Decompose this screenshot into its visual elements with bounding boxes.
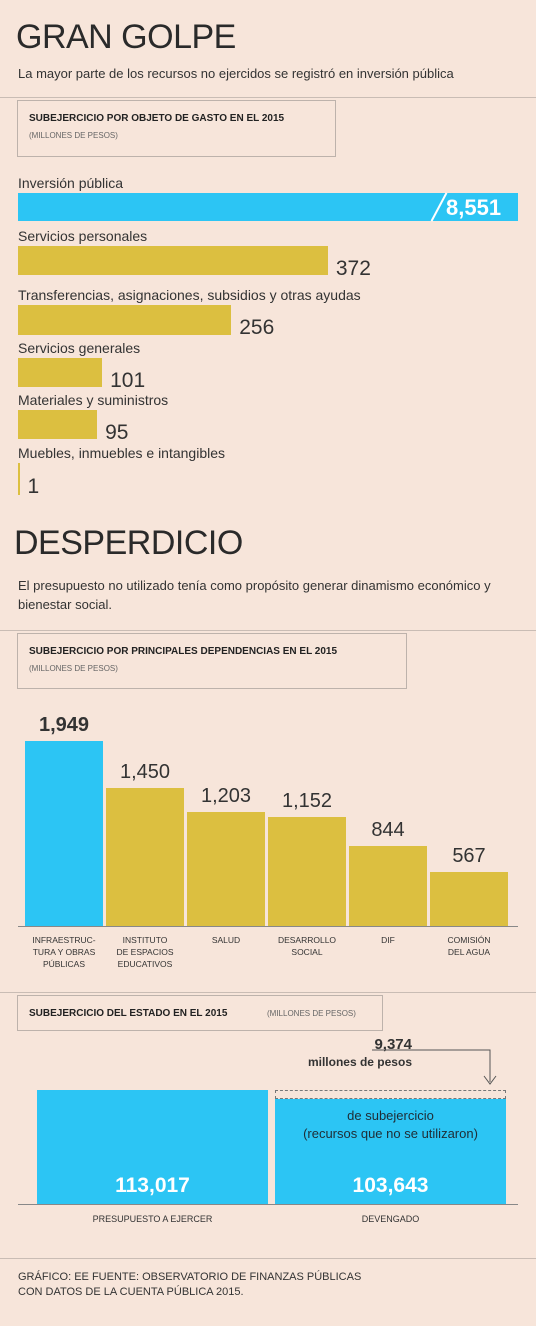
bar bbox=[18, 358, 103, 387]
bar bbox=[187, 811, 265, 926]
chart-title: SUBEJERCICIO DEL ESTADO EN EL 2015 bbox=[29, 1008, 228, 1019]
category-label: INFRAESTRUC- TURA Y OBRAS PÚBLICAS bbox=[32, 935, 96, 969]
difference-box bbox=[275, 1090, 506, 1100]
subtitle: El presupuesto no utilizado tenía como p… bbox=[18, 578, 491, 612]
separator bbox=[0, 97, 536, 98]
category-label: DESARROLLO SOCIAL bbox=[277, 935, 337, 957]
category-label: COMISIÓN DEL AGUA bbox=[447, 935, 491, 957]
value-label: 101 bbox=[110, 368, 146, 392]
chart-header-box bbox=[17, 995, 383, 1031]
bar bbox=[275, 1099, 506, 1204]
category-label: Inversión pública bbox=[18, 175, 124, 191]
value-label: 95 bbox=[105, 420, 129, 444]
category-label: Servicios generales bbox=[18, 340, 141, 356]
bar bbox=[106, 788, 184, 926]
bar bbox=[18, 246, 328, 275]
bar bbox=[430, 872, 508, 926]
bar bbox=[18, 305, 232, 335]
chart-subtitle: (MILLONES DE PESOS) bbox=[29, 131, 118, 140]
difference-label: 9,374 bbox=[374, 1036, 412, 1053]
chart-subtitle: (MILLONES DE PESOS) bbox=[29, 664, 118, 673]
value-label: 103,643 bbox=[352, 1174, 429, 1197]
category-label: DEVENGADO bbox=[361, 1214, 420, 1224]
chart-title: SUBEJERCICIO POR OBJETO DE GASTO EN EL 2… bbox=[29, 113, 285, 124]
value-label: 1,203 bbox=[200, 784, 252, 807]
value-label: 1 bbox=[27, 475, 40, 498]
category-label: PRESUPUESTO A EJERCER bbox=[92, 1214, 213, 1224]
subtitle: La mayor parte de los recursos no ejerci… bbox=[18, 66, 454, 81]
category-label: Servicios personales bbox=[18, 228, 148, 244]
category-label: DIF bbox=[381, 935, 395, 945]
chart-header-box bbox=[17, 633, 407, 689]
note: de subejercicio (recursos que no se util… bbox=[303, 1108, 478, 1142]
chart-title: SUBEJERCICIO POR PRINCIPALES DEPENDENCIA… bbox=[29, 646, 338, 657]
title: GRAN GOLPE bbox=[16, 18, 236, 56]
difference-unit: millones de pesos bbox=[307, 1055, 412, 1069]
bar bbox=[18, 410, 98, 439]
value-label: 1,152 bbox=[281, 789, 333, 812]
source: GRÁFICO: EE FUENTE: OBSERVATORIO DE FINA… bbox=[18, 1271, 362, 1298]
value-label: 567 bbox=[452, 845, 486, 868]
value-label: 8,551 bbox=[446, 195, 502, 220]
title: DESPERDICIO bbox=[14, 524, 243, 562]
category-label: INSTITUTO DE ESPACIOS EDUCATIVOS bbox=[116, 935, 174, 969]
value-label: 372 bbox=[335, 256, 371, 280]
chart-subtitle: (MILLONES DE PESOS) bbox=[267, 1009, 356, 1018]
category-label: Transferencias, asignaciones, subsidios … bbox=[18, 287, 361, 303]
bar bbox=[25, 740, 103, 926]
chart-header-box bbox=[17, 100, 336, 157]
value-label: 844 bbox=[371, 818, 405, 841]
baseline bbox=[18, 926, 518, 927]
separator bbox=[0, 992, 536, 993]
value-label: 1,450 bbox=[119, 761, 171, 784]
category-label: Materiales y suministros bbox=[18, 392, 169, 408]
bar bbox=[268, 816, 346, 926]
separator bbox=[0, 1258, 536, 1259]
category-label: SALUD bbox=[211, 935, 241, 945]
category-label: Muebles, inmuebles e intangibles bbox=[18, 445, 226, 461]
bar bbox=[37, 1090, 268, 1204]
value-label: 256 bbox=[239, 316, 275, 339]
separator bbox=[0, 630, 536, 631]
bar bbox=[349, 845, 427, 926]
value-label: 1,949 bbox=[38, 713, 90, 736]
value-label: 113,017 bbox=[115, 1174, 190, 1197]
baseline bbox=[18, 1204, 518, 1205]
bar bbox=[18, 463, 20, 495]
arrow-head bbox=[483, 1075, 497, 1085]
